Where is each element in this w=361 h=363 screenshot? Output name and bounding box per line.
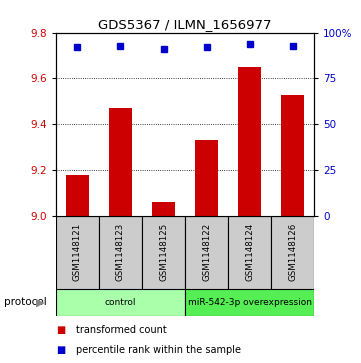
Bar (281, 94, 304, 216)
Text: GSM1148125: GSM1148125 (159, 223, 168, 281)
Text: GSM1148126: GSM1148126 (288, 223, 297, 281)
Bar (109, 108, 132, 216)
Bar (56, 289, 185, 316)
Title: GDS5367 / ILMN_1656977: GDS5367 / ILMN_1656977 (98, 19, 272, 32)
Text: control: control (105, 298, 136, 307)
Bar (271, 216, 314, 289)
Bar (99, 216, 142, 289)
Bar (228, 216, 271, 289)
Text: GSM1148122: GSM1148122 (202, 223, 211, 281)
Bar (66, 175, 89, 216)
Text: miR-542-3p overexpression: miR-542-3p overexpression (188, 298, 312, 307)
Bar (185, 216, 228, 289)
Bar (56, 216, 99, 289)
Bar (195, 140, 218, 216)
Bar (142, 216, 185, 289)
Bar (152, 202, 175, 216)
Text: GSM1148121: GSM1148121 (73, 223, 82, 281)
Text: percentile rank within the sample: percentile rank within the sample (76, 345, 241, 355)
Text: ■: ■ (56, 325, 65, 335)
Text: ▶: ▶ (36, 297, 45, 307)
Text: ■: ■ (56, 345, 65, 355)
Text: GSM1148123: GSM1148123 (116, 223, 125, 281)
Text: protocol: protocol (4, 297, 46, 307)
Text: transformed count: transformed count (76, 325, 166, 335)
Text: GSM1148124: GSM1148124 (245, 223, 254, 281)
Bar (185, 289, 314, 316)
Bar (238, 67, 261, 216)
